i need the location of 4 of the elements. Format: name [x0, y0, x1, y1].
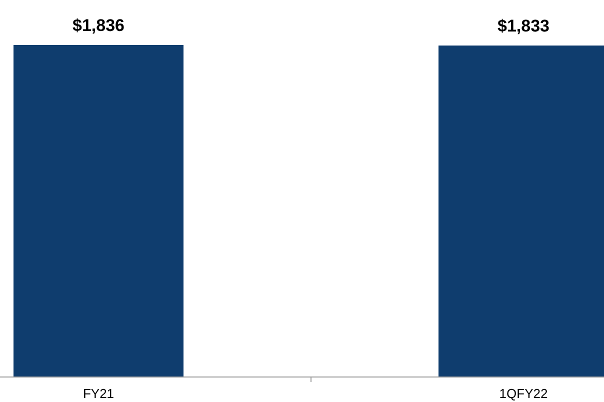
data-label: $1,836	[72, 16, 124, 35]
data-label: $1,833	[498, 16, 550, 36]
x-tick-label: 1QFY22	[499, 386, 548, 402]
x-tick-label: FY21	[82, 386, 114, 402]
